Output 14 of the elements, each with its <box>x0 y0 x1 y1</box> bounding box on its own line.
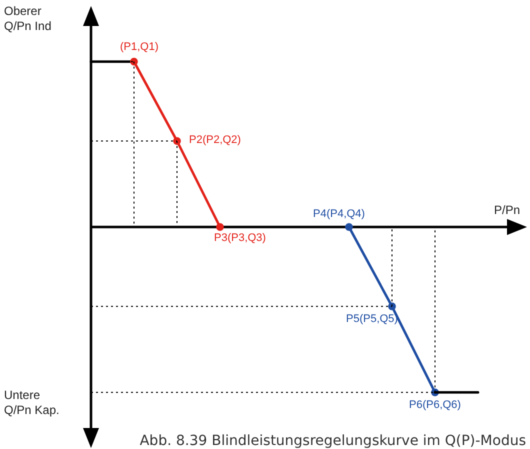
y-axis-title: Oberer Q/Pn Ind <box>4 4 52 34</box>
text: (P1,Q1) <box>120 40 159 55</box>
text: P6(P6,Q6) <box>409 398 461 414</box>
annotation: P2(P2,Q2) <box>189 133 241 148</box>
x-axis-title: P/Pn <box>494 203 520 218</box>
point <box>216 223 224 231</box>
annotation: P3(P3,Q3) <box>214 231 266 246</box>
point <box>173 137 181 145</box>
annotation: P4(P4,Q4) <box>313 207 365 222</box>
point <box>345 223 353 231</box>
caption: Abb. 8.39 Blindleistungsregelungskurve im Q(P)-Modus <box>140 433 526 449</box>
point <box>388 302 396 310</box>
annotation: P5(P5,Q5) <box>346 312 398 328</box>
text: Untere Q/Pn Kap. <box>4 388 60 418</box>
